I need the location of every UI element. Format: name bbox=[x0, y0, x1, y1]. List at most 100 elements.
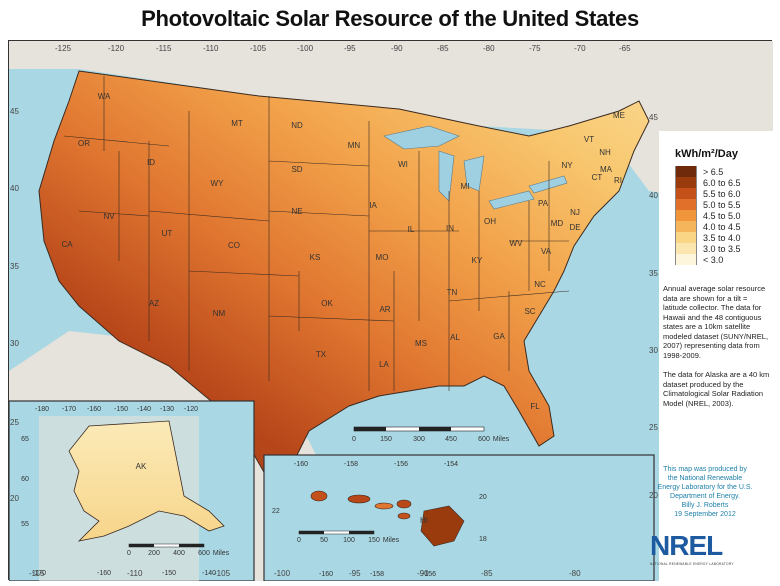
state-label: IN bbox=[446, 224, 454, 233]
alaska-lon-tick: -180 bbox=[35, 406, 49, 413]
state-label: LA bbox=[379, 360, 389, 369]
alaska-lon-tick: -150 bbox=[114, 406, 128, 413]
state-label: IL bbox=[408, 225, 415, 234]
state-label: FL bbox=[530, 402, 540, 411]
alaska-inset bbox=[9, 400, 255, 581]
contiguous-us bbox=[38, 70, 650, 487]
latitude-tick: 25 bbox=[10, 418, 19, 427]
latitude-tick: 45 bbox=[10, 107, 19, 116]
legend-swatch bbox=[675, 177, 697, 188]
alaska-lon-tick: -140 bbox=[137, 406, 151, 413]
alaska-lon-tick: -160 bbox=[97, 570, 111, 577]
legend-label: 3.0 to 3.5 bbox=[703, 243, 741, 254]
state-label: NJ bbox=[570, 208, 580, 217]
state-label: UT bbox=[162, 229, 173, 238]
hawaii-lon-tick: -156 bbox=[422, 571, 436, 578]
hawaii-scale-tick: 50 bbox=[320, 537, 328, 544]
scale-tick-label: 600 bbox=[478, 436, 490, 443]
alaska-lat-tick: 65 bbox=[21, 436, 29, 443]
legend-swatch bbox=[675, 232, 697, 243]
state-label: TX bbox=[316, 350, 327, 359]
credit-line: This map was produced by bbox=[663, 466, 747, 473]
alaska-lat-tick: 60 bbox=[21, 476, 29, 483]
state-label: SC bbox=[524, 307, 535, 316]
map-title: Photovoltaic Solar Resource of the Unite… bbox=[141, 6, 639, 31]
longitude-tick: -90 bbox=[391, 44, 403, 53]
state-label: SD bbox=[291, 165, 302, 174]
latitude-tick: 40 bbox=[649, 191, 658, 200]
latitude-tick: 20 bbox=[10, 494, 19, 503]
legend-item: 4.5 to 5.0 bbox=[675, 210, 775, 221]
legend-label: 5.5 to 6.0 bbox=[703, 188, 741, 199]
legend-label: 5.0 to 5.5 bbox=[703, 199, 741, 210]
state-borders bbox=[63, 76, 570, 391]
scale-tick-label: 300 bbox=[413, 436, 425, 443]
state-label: OK bbox=[321, 299, 333, 308]
longitude-tick: -80 bbox=[569, 569, 581, 578]
nrel-logo: NREL NATIONAL RENEWABLE ENERGY LABORATOR… bbox=[650, 532, 772, 567]
state-label: AR bbox=[379, 305, 390, 314]
notes-paragraph: Annual average solar resource data are s… bbox=[663, 284, 769, 360]
state-label: GA bbox=[493, 332, 505, 341]
notes: Annual average solar resource data are s… bbox=[663, 284, 771, 418]
legend-item: > 6.5 bbox=[675, 166, 775, 177]
state-label: WI bbox=[398, 160, 408, 169]
state-label: ND bbox=[291, 121, 303, 130]
latitude-tick: 20 bbox=[649, 491, 658, 500]
state-label: CT bbox=[592, 173, 603, 182]
alaska-lon-tick: -150 bbox=[162, 570, 176, 577]
longitude-tick: -85 bbox=[437, 44, 449, 53]
alaska-label: AK bbox=[136, 462, 147, 471]
state-label: MS bbox=[415, 339, 427, 348]
credit-line: Energy Laboratory for the U.S. bbox=[657, 484, 753, 491]
main-map: WA OR CA NV ID MT WY UT AZ CO NM ND SD NE KS OK TX MN IA MO… bbox=[9, 41, 773, 581]
state-label: MN bbox=[348, 141, 361, 150]
hawaii-scale-bar bbox=[298, 530, 375, 535]
alaska-scale-tick: 200 bbox=[148, 550, 160, 557]
longitude-tick: -80 bbox=[483, 44, 495, 53]
legend: kWh/m²/Day > 6.5 6.0 to 6.5 5.5 to 6.0 5.0 … bbox=[675, 148, 775, 265]
alaska-scale-tick: 0 bbox=[127, 550, 131, 557]
alaska-lon-tick: -130 bbox=[160, 406, 174, 413]
legend-swatch bbox=[675, 221, 697, 232]
legend-swatch bbox=[675, 199, 697, 210]
longitude-tick: -95 bbox=[344, 44, 356, 53]
main-scale-bar bbox=[353, 426, 485, 432]
longitude-tick: -100 bbox=[297, 44, 314, 53]
longitude-tick: -125 bbox=[55, 44, 72, 53]
alaska-scale-bar bbox=[128, 543, 205, 548]
hawaii-lon-tick: -154 bbox=[444, 461, 458, 468]
state-labels: WA OR CA NV ID MT WY UT AZ CO NM ND SD NE KS OK TX MN IA MO… bbox=[61, 92, 625, 411]
state-label: WA bbox=[98, 92, 111, 101]
longitude-tick: -95 bbox=[349, 569, 361, 578]
legend-label: > 6.5 bbox=[703, 166, 724, 177]
longitude-tick: -100 bbox=[274, 569, 291, 578]
hawaii-lon-tick: -160 bbox=[319, 571, 333, 578]
hawaii-lat-tick: 18 bbox=[479, 536, 487, 543]
hawaii-lon-tick: -158 bbox=[370, 571, 384, 578]
longitude-tick: -85 bbox=[481, 569, 493, 578]
state-label: OR bbox=[78, 139, 90, 148]
state-label: NY bbox=[561, 161, 573, 170]
longitude-tick: -65 bbox=[619, 44, 631, 53]
state-label: VT bbox=[584, 135, 594, 144]
latitude-tick: 45 bbox=[649, 113, 658, 122]
legend-item: < 3.0 bbox=[675, 254, 775, 265]
alaska-lon-tick: -120 bbox=[184, 406, 198, 413]
legend-rows: > 6.5 6.0 to 6.5 5.5 to 6.0 5.0 to 5.5 4.5 t… bbox=[675, 166, 775, 265]
legend-item: 4.0 to 4.5 bbox=[675, 221, 775, 232]
scale-unit-label: Miles bbox=[493, 436, 510, 443]
legend-label: 4.0 to 4.5 bbox=[703, 221, 741, 232]
hawaii-inset bbox=[263, 454, 655, 581]
legend-swatch bbox=[675, 188, 697, 199]
latitude-tick: 30 bbox=[649, 346, 658, 355]
hawaii-lon-tick: -160 bbox=[294, 461, 308, 468]
legend-label: 6.0 to 6.5 bbox=[703, 177, 741, 188]
state-label: VA bbox=[541, 247, 552, 256]
legend-swatch bbox=[675, 210, 697, 221]
longitude-tick: -120 bbox=[108, 44, 125, 53]
credit-line: the National Renewable bbox=[667, 475, 743, 482]
state-label: TN bbox=[447, 288, 458, 297]
longitude-tick: -115 bbox=[29, 569, 45, 578]
alaska-scale-tick: 600 bbox=[198, 550, 210, 557]
